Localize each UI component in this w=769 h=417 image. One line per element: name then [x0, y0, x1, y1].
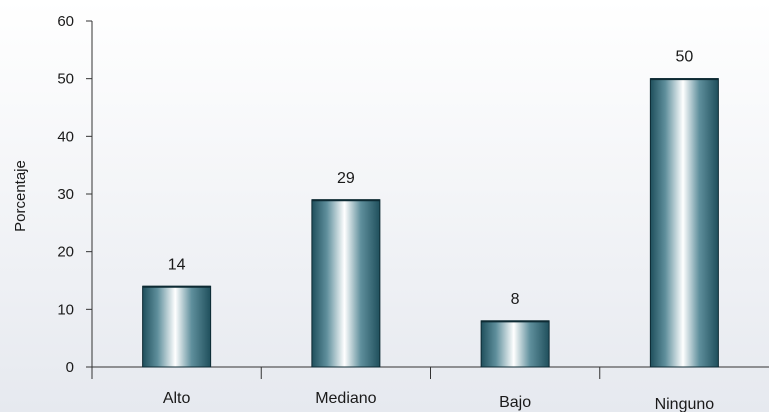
bar-ninguno	[649, 78, 719, 368]
x-category-label: Alto	[163, 390, 191, 407]
y-tick-label: 40	[57, 128, 74, 145]
bar-alto	[142, 285, 212, 368]
y-tick-label: 60	[57, 13, 74, 30]
bar-mediano	[311, 199, 381, 368]
x-category-label: Ninguno	[655, 396, 715, 412]
y-tick-label: 30	[57, 186, 74, 203]
y-axis-label: Porcentaje	[12, 160, 29, 232]
x-category-label: Mediano	[315, 390, 376, 407]
bar-bajo	[480, 320, 550, 368]
text-labels: 0 10 20 30 40 50 60 14 Alto 29 Mediano 8 Bajo 50 Ningu…	[57, 13, 715, 413]
y-tick-label: 20	[57, 244, 74, 261]
data-label: 8	[511, 291, 520, 308]
data-label: 50	[675, 49, 693, 66]
data-label: 29	[337, 170, 355, 187]
y-tick-label: 10	[57, 301, 74, 318]
x-category-label: Bajo	[499, 394, 531, 411]
y-tick-label: 50	[57, 71, 74, 88]
data-label: 14	[168, 256, 186, 273]
y-tick-label: 0	[66, 359, 74, 376]
bars	[142, 78, 719, 368]
